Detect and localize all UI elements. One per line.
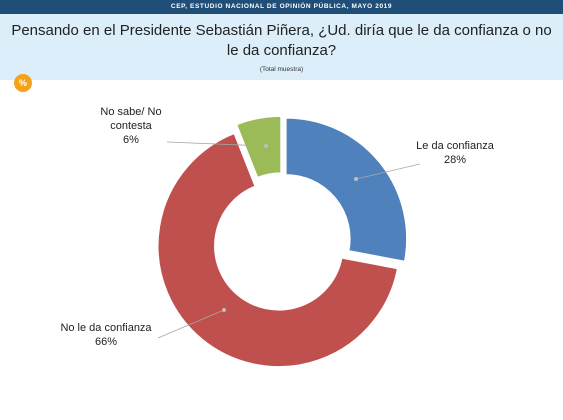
leader-line-2 (166, 141, 267, 147)
slice-label-0: Le da confianza 28% (416, 140, 495, 166)
chart-title: Pensando en el Presidente Sebastián Piñe… (11, 22, 552, 59)
percent-badge-icon: % (14, 74, 32, 92)
slice-label-2: No sabe/ No contesta 6% (100, 106, 161, 146)
source-banner: CEP, ESTUDIO NACIONAL DE OPINIÓN PÚBLICA… (0, 0, 563, 14)
leader-dot-0 (354, 177, 358, 181)
leader-line-0 (355, 163, 421, 180)
donut-slice-1 (157, 132, 399, 368)
donut-slice-2 (235, 115, 282, 179)
slice-label-1: No le da confianza 66% (60, 322, 152, 348)
chart-subtitle: (Total muestra) (259, 66, 304, 73)
leader-line-1 (157, 309, 225, 339)
leader-dot-2 (264, 144, 268, 148)
donut-slice-0 (285, 117, 408, 263)
leader-dot-1 (222, 308, 226, 312)
title-header: Pensando en el Presidente Sebastián Piñe… (0, 14, 563, 80)
